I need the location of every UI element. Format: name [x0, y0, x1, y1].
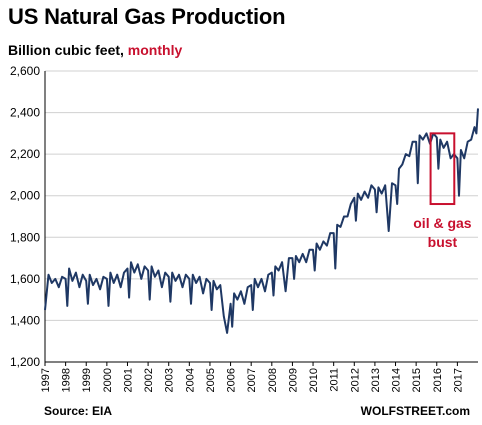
annotations: oil & gas bust [413, 132, 472, 250]
x-tick-label: 2000 [102, 368, 114, 392]
axes [44, 71, 478, 363]
y-tick-label: 2,200 [10, 147, 40, 161]
x-tick-label: 2017 [452, 368, 464, 392]
y-axis-ticks: 1,200 1,400 1,600 1,800 2,000 2,200 2,400 2,600 [10, 64, 40, 369]
x-tick-label: 2015 [411, 368, 423, 392]
x-tick-label: 2009 [287, 368, 299, 392]
annotation-label: oil & gas [413, 215, 472, 231]
annotation-box [429, 132, 456, 206]
source-label: Source: EIA [44, 404, 113, 418]
x-tick-label: 2002 [143, 368, 155, 392]
x-tick-label: 2011 [329, 368, 341, 392]
x-tick-label: 2008 [267, 368, 279, 392]
subtitle-frequency: monthly [127, 42, 183, 58]
y-tick-label: 1,800 [10, 230, 40, 244]
x-tick-label: 1998 [61, 368, 73, 392]
x-tick-label: 2004 [184, 368, 196, 392]
x-tick-label: 2016 [432, 368, 444, 392]
x-tick-label: 2013 [370, 368, 382, 392]
x-tick-label: 2006 [226, 368, 238, 392]
x-tick-label: 2003 [164, 368, 176, 392]
y-tick-label: 1,200 [10, 355, 40, 369]
x-tick-label: 2001 [122, 368, 134, 392]
y-tick-label: 2,400 [10, 106, 40, 120]
plot-area [44, 108, 479, 334]
x-tick-label: 2014 [391, 368, 403, 392]
x-axis-ticks: 1997 1998 1999 2000 2001 2002 2003 2004 2005 2006… [40, 362, 464, 392]
annotation-label: bust [428, 234, 458, 250]
x-tick-label: 2007 [246, 368, 258, 392]
series-line [44, 108, 479, 334]
x-tick-label: 2005 [205, 368, 217, 392]
x-tick-label: 2012 [349, 368, 361, 392]
x-tick-label: 1999 [81, 368, 93, 392]
x-tick-label: 2010 [308, 368, 320, 392]
brand-label: WOLFSTREET.com [360, 404, 470, 418]
chart-subtitle: Billion cubic feet, monthly [8, 42, 182, 58]
y-tick-label: 2,000 [10, 189, 40, 203]
y-tick-label: 1,600 [10, 272, 40, 286]
grid-lines [45, 70, 478, 363]
y-tick-label: 1,400 [10, 313, 40, 327]
chart-title: US Natural Gas Production [8, 4, 286, 29]
subtitle-unit: Billion cubic feet, [8, 42, 128, 58]
y-tick-label: 2,600 [10, 64, 40, 78]
x-tick-label: 1997 [40, 368, 52, 392]
